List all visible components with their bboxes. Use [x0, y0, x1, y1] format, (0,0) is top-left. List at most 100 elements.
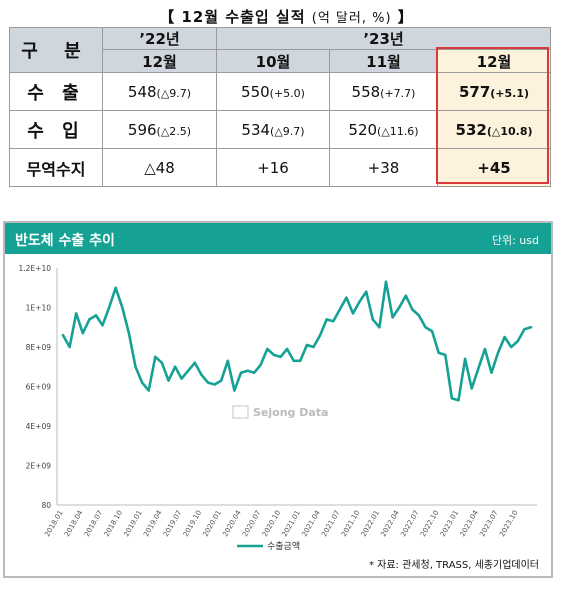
table-row-export: 수 출 548(△9.7) 550(+5.0) 558(+7.7) 577(+5…: [9, 72, 552, 111]
data-point: [450, 397, 454, 400]
data-point: [332, 320, 335, 323]
data-point: [312, 345, 315, 349]
x-tick-label: 2023.04: [459, 509, 481, 539]
y-tick-label: 6E+09: [26, 383, 52, 392]
data-point: [496, 351, 500, 355]
chart-panel: 반도체 수출 추이 단위: usd 1.2E+10 1E+10 8E+09 6E+09…: [3, 221, 553, 578]
data-point: [397, 306, 401, 309]
data-point: [285, 347, 289, 351]
data-point: [219, 379, 223, 382]
data-point: [101, 324, 104, 327]
x-tick-label: 2023.07: [478, 509, 499, 538]
data-point: [266, 347, 269, 351]
cell-value: 558: [351, 82, 381, 101]
x-tick-label: 2019.07: [162, 509, 183, 538]
x-tick-label: 2021.10: [340, 509, 361, 538]
data-point: [114, 286, 117, 289]
data-point: [391, 316, 394, 319]
month-header: 10월: [216, 49, 330, 73]
x-tick-label: 2018.07: [83, 509, 104, 538]
x-tick-label: 2023.01: [439, 509, 460, 538]
x-tick-label: 2018.10: [103, 509, 124, 538]
x-tick-label: 2022.10: [419, 509, 440, 538]
table-cell: △48: [102, 148, 217, 187]
data-point: [233, 389, 236, 392]
y-tick-label: 1.2E+10: [19, 264, 52, 273]
table-cell: 550(+5.0): [216, 72, 330, 111]
source-note: * 자료: 관세청, TRASS, 세종기업데이터: [368, 560, 539, 571]
data-point: [107, 306, 111, 309]
table-cell: 534(△9.7): [216, 110, 330, 149]
data-point: [81, 331, 84, 335]
month-header-highlight: 12월: [436, 49, 552, 73]
table-cell: 520(△11.6): [329, 110, 438, 149]
y-tick-label: 1E+10: [26, 304, 52, 313]
data-point: [483, 347, 487, 351]
data-point: [140, 381, 144, 384]
data-point: [457, 399, 460, 402]
data-point: [503, 335, 506, 339]
data-point: [160, 361, 164, 364]
data-point: [424, 326, 427, 329]
table-cell-highlight: 577(+5.1): [436, 72, 552, 111]
table-cell: +38: [329, 148, 438, 187]
x-tick-label: 2021.07: [320, 509, 341, 538]
data-point: [444, 353, 447, 357]
data-point: [325, 318, 328, 321]
cell-change: (+5.1): [490, 86, 530, 100]
data-point: [437, 351, 440, 355]
row-label: 수 입: [9, 110, 103, 149]
data-point: [338, 308, 342, 311]
month-header: 12월: [102, 49, 217, 73]
y-tick-label: 8E+09: [26, 343, 52, 352]
cell-value: +38: [367, 158, 400, 177]
x-tick-label: 2020.04: [221, 509, 243, 539]
data-point: [121, 306, 124, 309]
data-point: [187, 369, 190, 372]
x-tick-label: 2020.10: [261, 509, 282, 538]
cell-value: 550: [241, 82, 270, 101]
data-point: [292, 359, 295, 363]
corner-header: 구 분: [9, 27, 103, 73]
data-point: [351, 312, 355, 315]
x-tick-label: 2019.04: [142, 509, 164, 539]
data-point: [252, 371, 256, 374]
x-tick-label: 2023.10: [498, 509, 519, 538]
data-point: [167, 379, 170, 382]
cell-change: (△9.7): [156, 86, 192, 100]
data-point: [523, 328, 526, 331]
cell-value: △48: [144, 158, 175, 177]
x-tick-label: 2022.04: [379, 509, 401, 539]
data-point: [411, 308, 414, 311]
cell-value: +45: [477, 158, 511, 177]
data-point: [371, 318, 375, 321]
data-point: [272, 353, 276, 357]
series-line-export-amount: [61, 280, 533, 402]
data-point: [477, 367, 480, 370]
data-point: [470, 387, 473, 390]
data-point: [510, 345, 513, 349]
cell-change: (△11.6): [377, 124, 419, 138]
x-tick-label: 2021.04: [300, 509, 322, 539]
x-tick-label: 2020.07: [241, 509, 262, 538]
data-point: [134, 365, 137, 368]
data-point: [154, 355, 157, 359]
y-tick-label: 2E+09: [26, 462, 52, 471]
data-point: [365, 290, 368, 293]
x-tick-label: 2021.01: [281, 509, 302, 538]
data-point: [61, 333, 65, 337]
data-point: [226, 359, 229, 363]
line-chart: 1.2E+101E+108E+096E+094E+092E+09802018.0…: [19, 264, 537, 552]
table-cell: 596(△2.5): [102, 110, 217, 149]
legend-label: 수출금액: [267, 540, 300, 552]
table-cell-highlight: 532(△10.8): [436, 110, 552, 149]
data-point: [345, 296, 348, 299]
y-tick-label: 4E+09: [26, 422, 52, 431]
data-point: [68, 345, 71, 349]
cell-value: 520: [348, 120, 378, 139]
trade-stats-table: 구 분 ’22년 ’23년 12월 10월 11월 12월 수 출 548(△9…: [9, 27, 552, 187]
cell-change: (△2.5): [156, 124, 192, 138]
cell-value: 532: [455, 120, 487, 139]
cell-change: (+5.0): [269, 86, 305, 100]
data-point: [529, 326, 533, 329]
